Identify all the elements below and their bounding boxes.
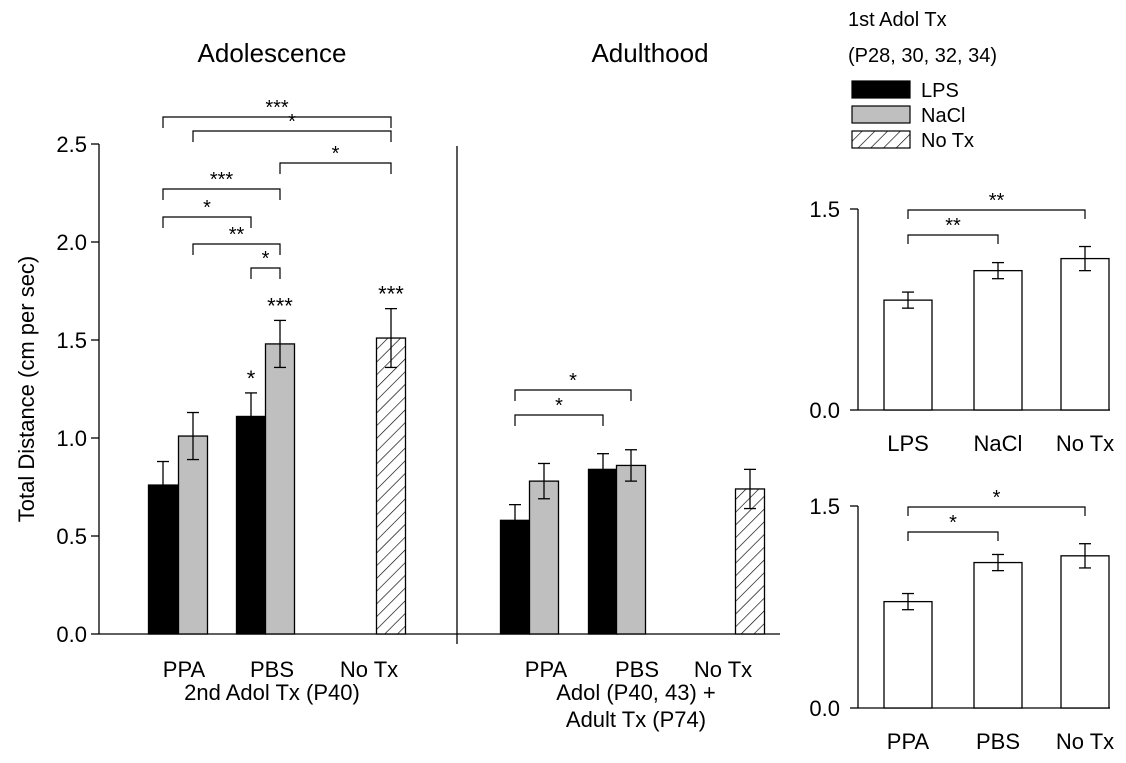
legend-title: (P28, 30, 32, 34) <box>848 45 997 67</box>
x-category-label: PPA <box>163 657 206 682</box>
comparison-label: ** <box>989 190 1005 212</box>
bar <box>264 343 296 635</box>
bar <box>615 464 647 635</box>
legend-label: NaCl <box>921 105 965 127</box>
comparison-bracket <box>907 209 1086 219</box>
comparison-bracket <box>514 389 632 401</box>
comparison-bracket <box>162 188 281 200</box>
x-category-label: PBS <box>615 657 659 682</box>
comparison-bracket <box>162 216 252 228</box>
comparison-label: *** <box>210 169 234 191</box>
bar <box>375 337 407 635</box>
y-tick-label: 2.5 <box>56 132 87 157</box>
comparison-bracket <box>907 531 999 541</box>
panel-title: Adulthood <box>591 38 708 68</box>
significance-mark: *** <box>267 293 293 318</box>
comparison-bracket <box>250 267 281 279</box>
comparison-label: * <box>993 487 1001 509</box>
panel-title: Adolescence <box>198 38 347 68</box>
right-bottom-chart: 0.0 1.5 PPA PBS No Tx * * <box>809 487 1114 754</box>
y-tick-label: 0.0 <box>56 622 87 647</box>
x-category-label: PPA <box>887 729 930 754</box>
bar <box>1060 257 1110 411</box>
bar <box>883 299 933 411</box>
comparison-bracket <box>907 234 999 244</box>
comparison-label: * <box>555 395 563 417</box>
y-tick-label: 2.0 <box>56 230 87 255</box>
x-category-label: PBS <box>976 729 1020 754</box>
comparison-bracket <box>514 414 604 426</box>
legend-swatch <box>851 80 911 99</box>
legend-swatch <box>851 130 911 149</box>
comparison-bracket <box>192 130 392 142</box>
x-axis-label: 2nd Adol Tx (P40) <box>184 680 360 705</box>
comparison-label: * <box>262 248 270 270</box>
comparison-label: * <box>288 111 296 133</box>
comparison-label: ** <box>229 224 245 246</box>
x-axis-label: Adult Tx (P74) <box>566 707 706 732</box>
bar <box>734 488 766 635</box>
bar <box>235 415 267 635</box>
x-category-label: NaCl <box>974 431 1023 456</box>
comparison-label: *** <box>265 97 289 119</box>
x-category-label: No Tx <box>1056 729 1114 754</box>
comparison-label: * <box>569 370 577 392</box>
bar <box>973 561 1023 709</box>
x-category-label: PPA <box>525 657 568 682</box>
bar <box>177 435 209 635</box>
main-chart: 0.0 0.5 1.0 1.5 2.0 2.5 Total Distance (cm per… <box>14 38 780 732</box>
y-tick-label: 1.5 <box>56 328 87 353</box>
bar <box>973 269 1023 411</box>
x-category-label: No Tx <box>1056 431 1114 456</box>
comparison-bracket <box>279 162 392 174</box>
legend-swatch <box>851 105 911 124</box>
legend: 1st Adol Tx (P28, 30, 32, 34) LPS NaCl No Tx <box>848 9 997 152</box>
bar <box>883 600 933 709</box>
bar <box>528 480 560 635</box>
y-tick-label: 1.5 <box>809 197 840 222</box>
comparison-label: * <box>949 512 957 534</box>
y-tick-label: 1.0 <box>56 426 87 451</box>
y-tick-label: 1.5 <box>809 494 840 519</box>
comparison-label: * <box>332 143 340 165</box>
comparison-bracket <box>192 243 281 255</box>
comparison-bracket <box>907 506 1086 516</box>
comparison-label: ** <box>945 215 961 237</box>
y-tick-label: 0.0 <box>809 696 840 721</box>
right-top-chart: 0.0 1.5 LPS NaCl No Tx ** ** <box>809 190 1114 456</box>
bar <box>587 468 619 635</box>
x-category-label: PBS <box>250 657 294 682</box>
significance-mark: *** <box>378 282 404 307</box>
x-category-label: LPS <box>887 431 929 456</box>
y-tick-label: 0.5 <box>56 524 87 549</box>
comparison-bracket <box>162 116 392 128</box>
legend-label: LPS <box>921 80 959 102</box>
x-category-label: No Tx <box>694 657 752 682</box>
x-category-label: No Tx <box>340 657 398 682</box>
x-axis-label: Adol (P40, 43) + <box>556 680 716 705</box>
legend-label: No Tx <box>921 130 974 152</box>
significance-mark: * <box>247 366 256 391</box>
bar <box>499 519 531 635</box>
comparison-label: * <box>203 197 211 219</box>
y-axis-label: Total Distance (cm per sec) <box>14 256 39 523</box>
bar <box>1060 555 1110 709</box>
y-tick-label: 0.0 <box>809 398 840 423</box>
legend-title: 1st Adol Tx <box>848 9 947 31</box>
